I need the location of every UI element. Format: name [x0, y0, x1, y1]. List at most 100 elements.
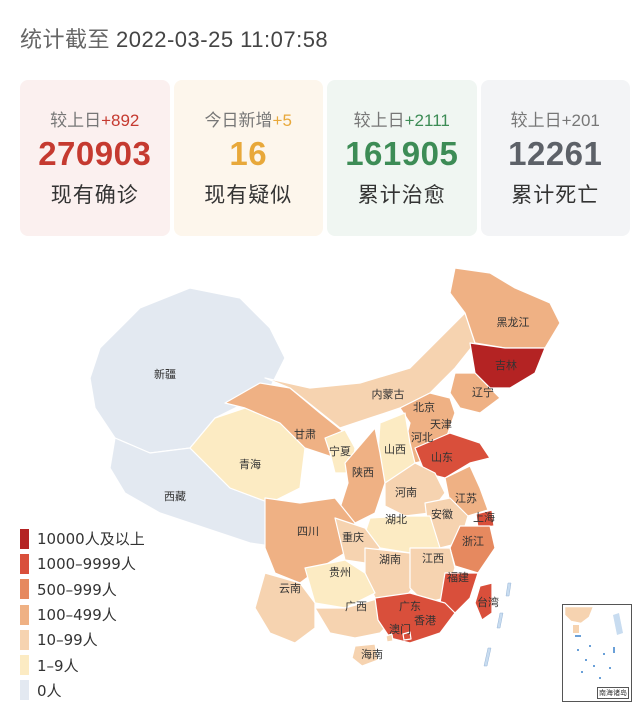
province-region[interactable]	[339, 427, 386, 524]
card-label: 现有确诊	[50, 183, 139, 207]
card-number: 12261	[508, 135, 603, 172]
card-label: 累计治愈	[357, 183, 446, 207]
card-delta: 较上日+201	[481, 106, 631, 131]
card-delta: 较上日+892	[20, 106, 170, 131]
province-label: 福建	[447, 570, 469, 584]
legend-item[interactable]: 100–499人	[20, 602, 145, 627]
legend-swatch	[20, 528, 29, 549]
legend-swatch	[20, 629, 29, 650]
province-region[interactable]	[439, 572, 479, 614]
legend-swatch	[20, 604, 29, 625]
province-label: 江西	[422, 552, 444, 565]
map-legend: 10000人及以上 1000–9999人 500–999人 100–499人 1…	[20, 526, 145, 703]
china-map[interactable]: 新疆 西藏 青海 甘肃 内蒙古 黑龙江 吉林 辽宁 北京 天津 河北 山西 宁夏 陕西 山东 河南 江苏 安徽 上海…	[0, 248, 643, 721]
card-current-confirmed: 较上日+892 270903 现有确诊	[20, 80, 170, 236]
legend-item[interactable]: 500–999人	[20, 577, 145, 602]
province-label: 河北	[411, 431, 433, 444]
province-region[interactable]	[475, 509, 495, 529]
province-region[interactable]	[474, 582, 493, 621]
legend-label: 10000人及以上	[37, 530, 145, 549]
delta-label: 较上日	[510, 111, 562, 130]
legend-item[interactable]: 10000人及以上	[20, 526, 145, 551]
legend-swatch	[20, 655, 29, 676]
legend-label: 0人	[37, 681, 62, 700]
province-label: 江苏	[455, 492, 477, 505]
province-label: 重庆	[342, 530, 364, 544]
province-label: 甘肃	[294, 428, 316, 441]
province-label: 香港	[414, 614, 436, 627]
legend-swatch	[20, 553, 29, 574]
province-label: 天津	[430, 418, 452, 431]
province-label: 云南	[279, 582, 301, 595]
legend-swatch	[20, 680, 29, 701]
province-label: 青海	[239, 457, 261, 471]
delta-label: 今日新增	[204, 111, 273, 130]
card-delta: 较上日+2111	[327, 106, 477, 131]
province-label: 广东	[399, 600, 421, 613]
province-label: 辽宁	[472, 385, 494, 399]
province-label: 吉林	[495, 358, 517, 372]
province-label: 海南	[361, 647, 383, 661]
legend-label: 100–499人	[37, 606, 117, 625]
province-region[interactable]	[374, 592, 456, 644]
legend-item[interactable]: 0人	[20, 678, 145, 703]
header-timestamp: 2022-03-25 11:07:58	[116, 27, 329, 52]
province-label: 西藏	[164, 490, 186, 503]
province-label: 内蒙古	[372, 387, 405, 401]
legend-label: 500–999人	[37, 580, 117, 599]
province-label: 上海	[473, 510, 495, 524]
province-label: 台湾	[477, 595, 499, 609]
province-label: 山东	[431, 451, 453, 464]
province-label: 澳门	[389, 622, 411, 636]
delta-label: 较上日	[50, 111, 102, 130]
stats-cards: 较上日+892 270903 现有确诊 今日新增+5 16 现有疑似 较上日+2…	[20, 80, 630, 236]
delta-label: 较上日	[353, 111, 405, 130]
province-label: 安徽	[431, 507, 453, 521]
province-label: 浙江	[462, 535, 484, 548]
legend-swatch	[20, 579, 29, 600]
province-label: 河南	[395, 486, 417, 499]
delta-value: +201	[561, 111, 600, 130]
update-header: 统计截至 2022-03-25 11:07:58	[20, 22, 328, 54]
legend-item[interactable]: 10–99人	[20, 627, 145, 652]
card-number: 161905	[345, 135, 459, 172]
province-label: 黑龙江	[497, 316, 530, 329]
south-china-sea-inset: 南海诸岛	[562, 604, 632, 702]
card-suspected: 今日新增+5 16 现有疑似	[173, 80, 324, 236]
card-delta: 今日新增+5	[174, 106, 324, 131]
card-number: 270903	[38, 135, 152, 172]
card-cured: 较上日+2111 161905 累计治愈	[327, 80, 477, 236]
legend-label: 1–9人	[37, 656, 79, 675]
province-label: 陕西	[352, 465, 374, 479]
province-region[interactable]	[264, 312, 476, 429]
province-region[interactable]	[402, 631, 412, 641]
province-label: 新疆	[154, 367, 176, 381]
province-region[interactable]	[264, 497, 356, 584]
inset-caption: 南海诸岛	[597, 687, 629, 699]
card-number: 16	[229, 135, 268, 172]
province-region[interactable]	[254, 572, 316, 644]
province-label: 湖南	[379, 553, 401, 566]
legend-label: 1000–9999人	[37, 555, 136, 574]
province-label: 四川	[297, 525, 319, 538]
province-label: 广西	[345, 600, 367, 613]
delta-value: +5	[272, 111, 292, 130]
province-region[interactable]	[449, 372, 501, 414]
province-region[interactable]	[449, 525, 496, 574]
inset-map	[564, 606, 623, 679]
province-region[interactable]	[385, 633, 394, 643]
province-region[interactable]	[351, 643, 379, 667]
header-prefix: 统计截至	[20, 28, 111, 53]
province-label: 宁夏	[329, 444, 351, 458]
card-deaths: 较上日+201 12261 累计死亡	[480, 80, 631, 236]
card-label: 累计死亡	[511, 183, 600, 207]
delta-value: +2111	[404, 111, 450, 130]
province-label: 山西	[384, 443, 406, 456]
province-label: 湖北	[385, 513, 407, 526]
legend-item[interactable]: 1–9人	[20, 652, 145, 677]
legend-label: 10–99人	[37, 631, 98, 650]
province-label: 贵州	[329, 566, 351, 579]
card-label: 现有疑似	[204, 183, 293, 207]
legend-item[interactable]: 1000–9999人	[20, 551, 145, 576]
